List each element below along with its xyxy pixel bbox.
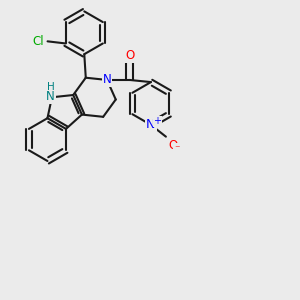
Text: ⁻: ⁻	[174, 144, 180, 154]
Text: H: H	[46, 82, 54, 92]
Text: O: O	[125, 49, 134, 62]
Text: N: N	[46, 91, 55, 103]
Text: +: +	[154, 116, 161, 126]
Text: N: N	[146, 118, 156, 131]
Text: N: N	[103, 74, 111, 86]
Text: O: O	[168, 139, 178, 152]
Text: Cl: Cl	[32, 35, 44, 48]
